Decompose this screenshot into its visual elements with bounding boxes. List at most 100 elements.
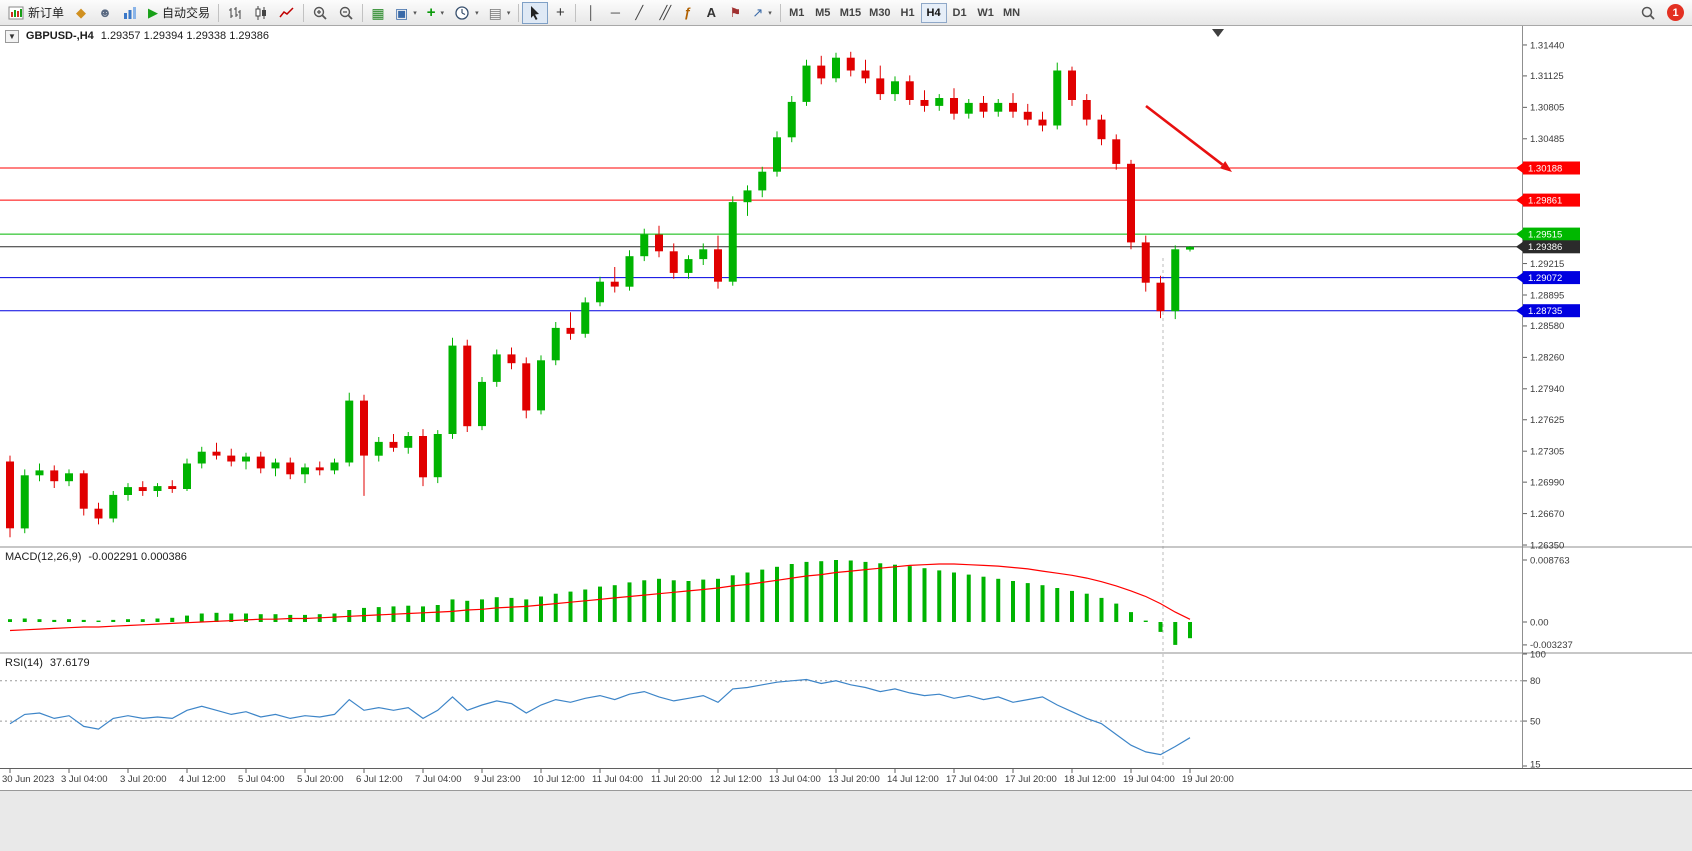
navigator-button[interactable]: ◆ xyxy=(69,2,93,24)
tile-windows-button[interactable]: ▦ xyxy=(366,2,390,24)
candle xyxy=(168,486,177,489)
new-order-label: 新订单 xyxy=(28,6,65,20)
chart-canvas[interactable]: 1.31440 1.31125 1.30805 1.30485 1.29215 1.288… xyxy=(0,26,1692,790)
trendline-button[interactable]: ╱ xyxy=(627,2,651,24)
crosshair-button[interactable]: + xyxy=(548,2,572,24)
candle xyxy=(271,462,280,469)
candle xyxy=(876,78,885,95)
dropdown-arrow-icon: ▾ xyxy=(413,9,417,17)
svg-text:1.26670: 1.26670 xyxy=(1530,509,1564,520)
svg-text:100: 100 xyxy=(1530,649,1546,660)
text-icon: A xyxy=(706,5,717,20)
svg-text:13 Jul 20:00: 13 Jul 20:00 xyxy=(828,774,880,785)
bar-chart-icon xyxy=(229,6,241,19)
candle xyxy=(1038,119,1047,126)
candle xyxy=(684,259,693,273)
market-watch-button[interactable] xyxy=(117,2,143,24)
candle xyxy=(433,434,442,478)
timeframe-m30-button[interactable]: M30 xyxy=(865,3,894,23)
symbol-dropdown-icon[interactable]: ▼ xyxy=(5,30,19,43)
vertical-line-button[interactable]: │ xyxy=(579,2,603,24)
search-button[interactable] xyxy=(1635,2,1661,24)
timeframe-m15-button[interactable]: M15 xyxy=(836,3,865,23)
svg-text:1.28260: 1.28260 xyxy=(1530,353,1564,364)
timeframe-h4-button[interactable]: H4 xyxy=(920,2,947,23)
svg-text:80: 80 xyxy=(1530,676,1541,687)
svg-text:13 Jul 04:00: 13 Jul 04:00 xyxy=(769,774,821,785)
zoom-in-icon xyxy=(313,6,327,20)
template-button[interactable]: ▤ ▾ xyxy=(484,2,516,24)
horizontal-lines-layer xyxy=(0,167,1522,768)
candle xyxy=(1097,119,1106,140)
svg-text:1.28735: 1.28735 xyxy=(1528,306,1562,317)
channel-button[interactable]: ╱╱ xyxy=(651,2,675,24)
horizontal-line-button[interactable]: ─ xyxy=(603,2,627,24)
toolbar-right-group: 1 xyxy=(1635,2,1689,24)
timeframe-m5-button[interactable]: M5 xyxy=(810,3,836,23)
cascade-windows-button[interactable]: ▣ ▾ xyxy=(390,2,422,24)
dropdown-arrow-icon: ▾ xyxy=(475,9,479,17)
candle xyxy=(20,475,29,529)
profile-button[interactable]: ☻ xyxy=(93,2,117,24)
svg-text:1.27940: 1.27940 xyxy=(1530,384,1564,395)
cursor-button[interactable] xyxy=(522,1,549,24)
trend-arrow-head[interactable] xyxy=(1219,161,1232,172)
zoom-in-button[interactable] xyxy=(307,2,333,24)
label-icon: ⚑ xyxy=(729,5,742,20)
candle xyxy=(728,202,737,282)
zoom-out-button[interactable] xyxy=(333,2,359,24)
candle xyxy=(212,451,221,456)
toolbar-separator xyxy=(518,3,520,22)
add-indicator-button[interactable]: + ▾ xyxy=(422,2,449,24)
shapes-button[interactable]: ↗ ▾ xyxy=(747,2,776,24)
price-badges: 1.30188 1.29861 1.29515 1.29386 1.29072 1.287… xyxy=(1516,161,1580,318)
svg-text:1.29386: 1.29386 xyxy=(1528,242,1562,253)
svg-text:11 Jul 20:00: 11 Jul 20:00 xyxy=(651,774,702,785)
timeframe-w1-button[interactable]: W1 xyxy=(973,3,999,23)
fibonacci-button[interactable]: ƒ xyxy=(675,2,699,24)
candle xyxy=(389,441,398,448)
svg-text:17 Jul 20:00: 17 Jul 20:00 xyxy=(1005,774,1057,785)
timeframe-m1-button[interactable]: M1 xyxy=(784,3,810,23)
svg-text:3 Jul 04:00: 3 Jul 04:00 xyxy=(61,774,107,785)
tile-windows-icon: ▦ xyxy=(371,4,385,21)
trend-arrow[interactable] xyxy=(1145,104,1224,166)
new-order-icon xyxy=(8,6,24,19)
candle xyxy=(1127,163,1135,243)
candlestick-chart-button[interactable] xyxy=(248,2,274,24)
chart-window: 1.31440 1.31125 1.30805 1.30485 1.29215 1.288… xyxy=(0,26,1692,790)
market-watch-icon xyxy=(124,6,137,19)
timeframe-h1-button[interactable]: H1 xyxy=(895,3,921,23)
svg-text:10 Jul 12:00: 10 Jul 12:00 xyxy=(533,774,585,785)
candle xyxy=(655,234,663,252)
bar-chart-button[interactable] xyxy=(222,2,248,24)
autotrading-play-icon: ▶ xyxy=(148,5,159,20)
navigator-icon: ◆ xyxy=(76,5,87,20)
candle xyxy=(138,487,147,491)
notification-badge[interactable]: 1 xyxy=(1667,4,1684,21)
svg-text:11 Jul 04:00: 11 Jul 04:00 xyxy=(592,774,643,785)
chart-shift-marker-icon[interactable] xyxy=(1212,29,1224,37)
timeframe-mn-button[interactable]: MN xyxy=(999,3,1025,23)
svg-text:12 Jul 12:00: 12 Jul 12:00 xyxy=(710,774,762,785)
zoom-out-icon xyxy=(339,6,353,20)
candle xyxy=(1053,70,1062,126)
label-button[interactable]: ⚑ xyxy=(723,2,747,24)
line-chart-button[interactable] xyxy=(274,2,300,24)
svg-text:19 Jul 20:00: 19 Jul 20:00 xyxy=(1182,774,1234,785)
period-icon xyxy=(455,5,469,20)
candle xyxy=(492,354,501,382)
timeframe-d1-button[interactable]: D1 xyxy=(947,3,973,23)
candle xyxy=(846,57,855,71)
candle xyxy=(315,467,324,471)
svg-text:1.29072: 1.29072 xyxy=(1528,273,1562,284)
period-button[interactable]: ▾ xyxy=(449,2,484,24)
candle xyxy=(994,102,1003,112)
candle xyxy=(1023,111,1032,120)
candle xyxy=(404,436,413,448)
new-order-button[interactable]: 新订单 xyxy=(3,2,69,24)
text-button[interactable]: A xyxy=(699,2,723,24)
candle xyxy=(596,281,604,303)
svg-text:1.26990: 1.26990 xyxy=(1530,477,1564,488)
autotrading-button[interactable]: ▶ 自动交易 xyxy=(143,2,215,24)
